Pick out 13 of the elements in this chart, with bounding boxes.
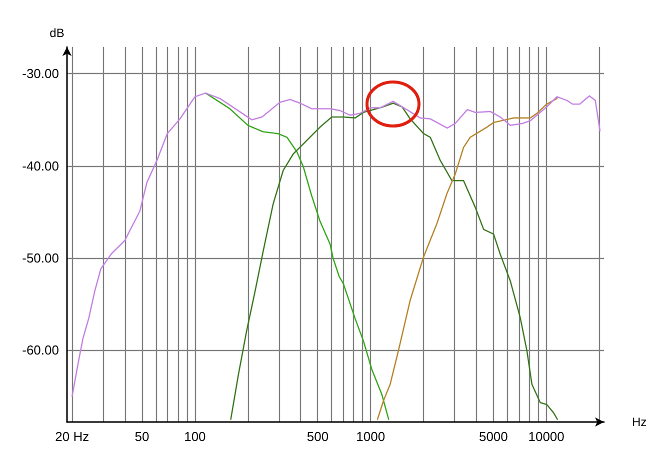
y-tick-label: -60.00 [22, 342, 59, 358]
x-tick-label: 1000 [356, 429, 386, 444]
x-tick-label: 50 [134, 429, 150, 444]
y-tick-label: -50.00 [22, 250, 59, 266]
y-tick-label: -40.00 [22, 158, 59, 174]
x-axis-title: Hz [632, 415, 647, 429]
y-tick-label: -30.00 [22, 66, 59, 82]
y-axis-title: dB [50, 26, 64, 40]
x-tick-label: 100 [184, 429, 206, 444]
x-tick-label: 5000 [478, 429, 508, 444]
x-tick-label: 20 Hz [55, 429, 90, 444]
x-tick-label: 500 [306, 429, 329, 444]
x-tick-label: 10000 [528, 429, 564, 444]
